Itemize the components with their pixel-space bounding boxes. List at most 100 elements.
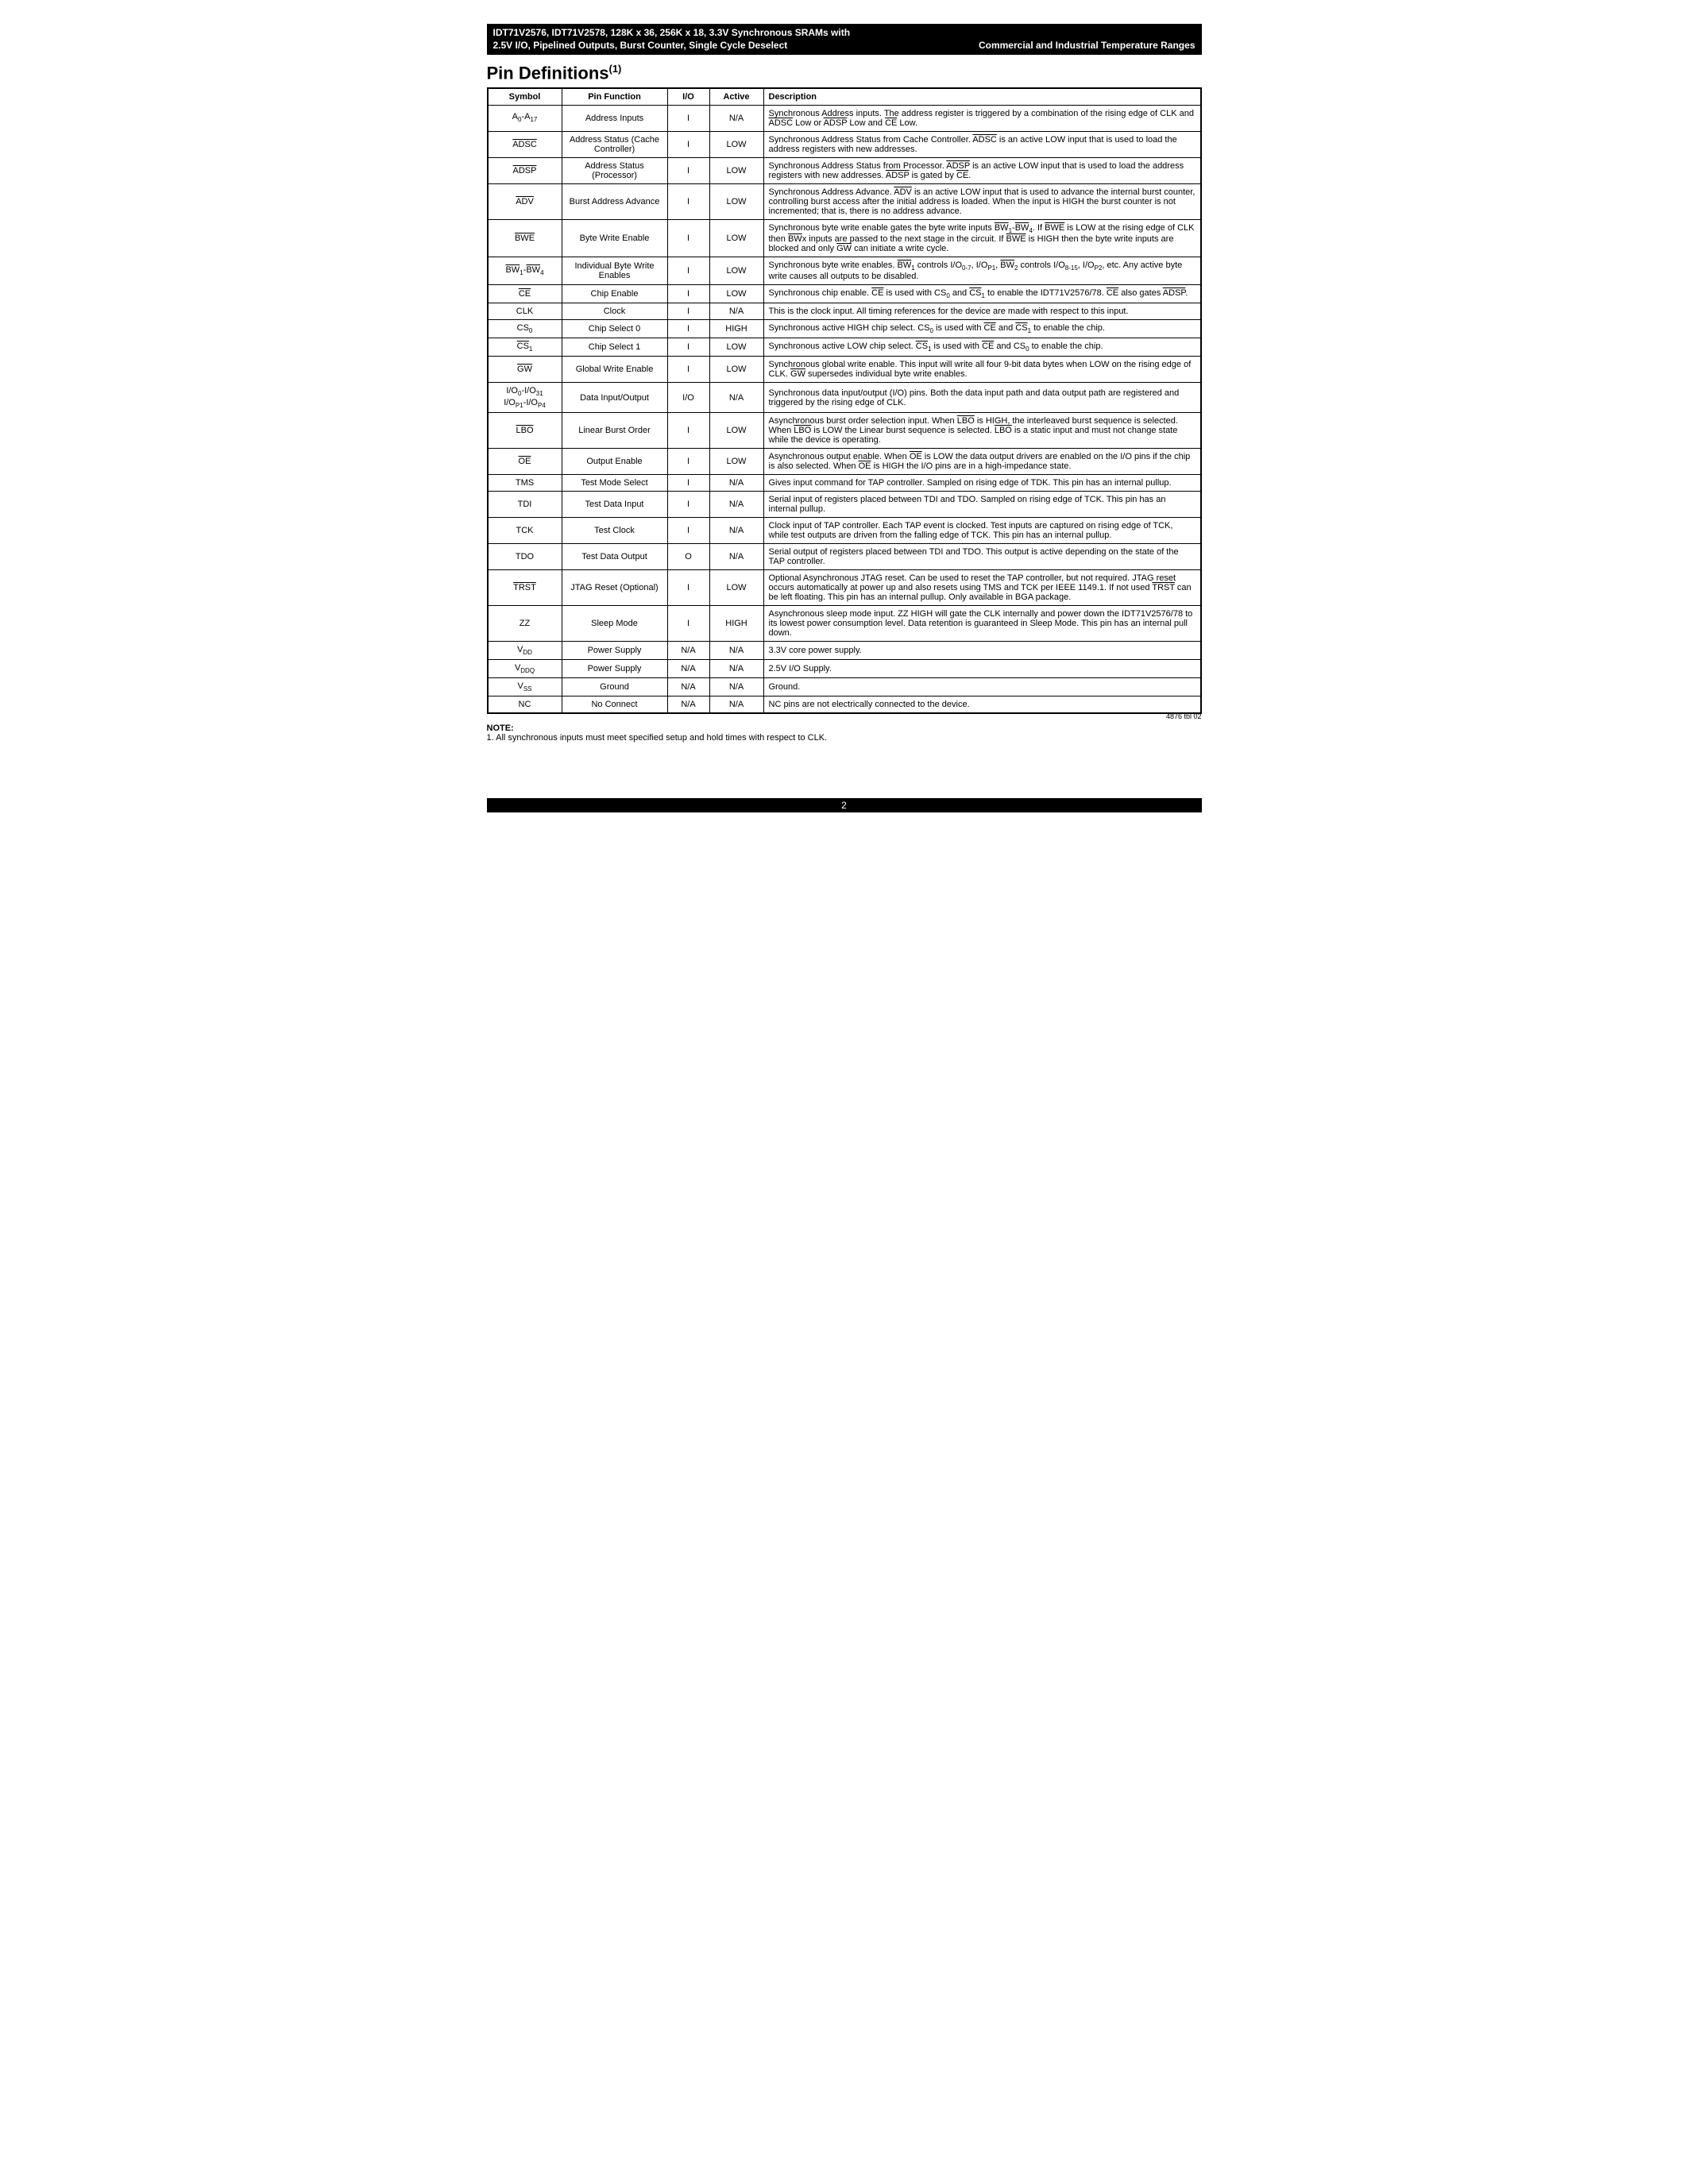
cell-active: N/A	[709, 474, 763, 491]
cell-pin-function: Address Status (Cache Controller)	[562, 131, 667, 157]
header-line1: IDT71V2576, IDT71V2578, 128K x 36, 256K …	[493, 27, 1196, 40]
cell-io: I	[667, 517, 709, 543]
cell-symbol: VSS	[488, 678, 562, 696]
page-footer: 2	[487, 798, 1202, 812]
table-row: VDDPower SupplyN/AN/A3.3V core power sup…	[488, 641, 1201, 659]
page-number: 2	[841, 800, 847, 811]
cell-pin-function: Test Data Output	[562, 543, 667, 569]
cell-active: LOW	[709, 357, 763, 383]
cell-pin-function: Power Supply	[562, 660, 667, 678]
cell-symbol: ADSC	[488, 131, 562, 157]
cell-symbol: LBO	[488, 412, 562, 448]
cell-pin-function: Chip Select 1	[562, 338, 667, 357]
cell-symbol: VDDQ	[488, 660, 562, 678]
table-row: ADSCAddress Status (Cache Controller)ILO…	[488, 131, 1201, 157]
cell-pin-function: Ground	[562, 678, 667, 696]
section-title: Pin Definitions(1)	[487, 63, 1202, 83]
col-desc-header: Description	[763, 88, 1201, 106]
cell-symbol: TDI	[488, 491, 562, 517]
cell-active: LOW	[709, 338, 763, 357]
note-heading: NOTE:	[487, 723, 514, 733]
cell-symbol: TCK	[488, 517, 562, 543]
table-row: I/O0-I/O31I/OP1-I/OP4Data Input/OutputI/…	[488, 383, 1201, 412]
cell-symbol: ZZ	[488, 605, 562, 641]
cell-symbol: ADV	[488, 183, 562, 219]
document-header: IDT71V2576, IDT71V2578, 128K x 36, 256K …	[487, 24, 1202, 55]
cell-description: Synchronous Address Status from Processo…	[763, 157, 1201, 183]
cell-active: N/A	[709, 491, 763, 517]
cell-symbol: OE	[488, 448, 562, 474]
cell-description: Synchronous Address Advance. ADV is an a…	[763, 183, 1201, 219]
cell-description: Synchronous byte write enable gates the …	[763, 219, 1201, 257]
cell-active: LOW	[709, 257, 763, 284]
cell-symbol: I/O0-I/O31I/OP1-I/OP4	[488, 383, 562, 412]
cell-active: LOW	[709, 183, 763, 219]
cell-pin-function: Address Status (Processor)	[562, 157, 667, 183]
cell-description: Asynchronous sleep mode input. ZZ HIGH w…	[763, 605, 1201, 641]
cell-io: I	[667, 491, 709, 517]
table-row: VDDQPower SupplyN/AN/A2.5V I/O Supply.	[488, 660, 1201, 678]
cell-description: Synchronous active LOW chip select. CS1 …	[763, 338, 1201, 357]
cell-symbol: GW	[488, 357, 562, 383]
table-row: OEOutput EnableILOWAsynchronous output e…	[488, 448, 1201, 474]
table-row: NCNo ConnectN/AN/ANC pins are not electr…	[488, 696, 1201, 714]
cell-io: I	[667, 448, 709, 474]
cell-active: LOW	[709, 219, 763, 257]
table-row: TRSTJTAG Reset (Optional)ILOWOptional As…	[488, 569, 1201, 605]
cell-symbol: NC	[488, 696, 562, 714]
cell-io: I	[667, 605, 709, 641]
cell-pin-function: Clock	[562, 303, 667, 320]
section-title-super: (1)	[609, 63, 622, 75]
cell-io: N/A	[667, 696, 709, 714]
cell-io: I	[667, 284, 709, 303]
table-row: ZZSleep ModeIHIGHAsynchronous sleep mode…	[488, 605, 1201, 641]
table-row: CS1Chip Select 1ILOWSynchronous active L…	[488, 338, 1201, 357]
cell-io: I	[667, 105, 709, 131]
cell-symbol: VDD	[488, 641, 562, 659]
cell-io: I	[667, 303, 709, 320]
cell-description: Clock input of TAP controller. Each TAP …	[763, 517, 1201, 543]
cell-io: N/A	[667, 678, 709, 696]
cell-description: Synchronous active HIGH chip select. CS0…	[763, 320, 1201, 338]
table-row: CLKClockIN/AThis is the clock input. All…	[488, 303, 1201, 320]
cell-symbol: TRST	[488, 569, 562, 605]
cell-active: LOW	[709, 448, 763, 474]
cell-io: I	[667, 157, 709, 183]
cell-symbol: BWE	[488, 219, 562, 257]
cell-pin-function: Global Write Enable	[562, 357, 667, 383]
cell-pin-function: Power Supply	[562, 641, 667, 659]
cell-pin-function: Test Mode Select	[562, 474, 667, 491]
table-row: ADVBurst Address AdvanceILOWSynchronous …	[488, 183, 1201, 219]
cell-symbol: TMS	[488, 474, 562, 491]
figure-reference: 4876 tbl 02	[487, 712, 1202, 720]
cell-symbol: TDO	[488, 543, 562, 569]
cell-symbol: CLK	[488, 303, 562, 320]
table-row: TDOTest Data OutputON/ASerial output of …	[488, 543, 1201, 569]
cell-io: I	[667, 131, 709, 157]
cell-active: LOW	[709, 284, 763, 303]
cell-symbol: A0-A17	[488, 105, 562, 131]
cell-description: Ground.	[763, 678, 1201, 696]
col-io-header: I/O	[667, 88, 709, 106]
cell-io: I	[667, 412, 709, 448]
cell-pin-function: Output Enable	[562, 448, 667, 474]
cell-active: LOW	[709, 569, 763, 605]
table-row: CS0Chip Select 0IHIGHSynchronous active …	[488, 320, 1201, 338]
header-line2: 2.5V I/O, Pipelined Outputs, Burst Count…	[493, 40, 1196, 52]
cell-pin-function: Chip Enable	[562, 284, 667, 303]
cell-pin-function: Sleep Mode	[562, 605, 667, 641]
header-line2-left: 2.5V I/O, Pipelined Outputs, Burst Count…	[493, 40, 788, 52]
table-row: TCKTest ClockIN/AClock input of TAP cont…	[488, 517, 1201, 543]
cell-pin-function: Linear Burst Order	[562, 412, 667, 448]
cell-pin-function: Byte Write Enable	[562, 219, 667, 257]
table-row: A0-A17Address InputsIN/ASynchronous Addr…	[488, 105, 1201, 131]
cell-io: I	[667, 357, 709, 383]
cell-symbol: CS0	[488, 320, 562, 338]
cell-pin-function: Chip Select 0	[562, 320, 667, 338]
cell-description: 2.5V I/O Supply.	[763, 660, 1201, 678]
cell-pin-function: Test Clock	[562, 517, 667, 543]
cell-pin-function: Test Data Input	[562, 491, 667, 517]
table-row: ADSPAddress Status (Processor)ILOWSynchr…	[488, 157, 1201, 183]
cell-io: N/A	[667, 641, 709, 659]
cell-description: NC pins are not electrically connected t…	[763, 696, 1201, 714]
